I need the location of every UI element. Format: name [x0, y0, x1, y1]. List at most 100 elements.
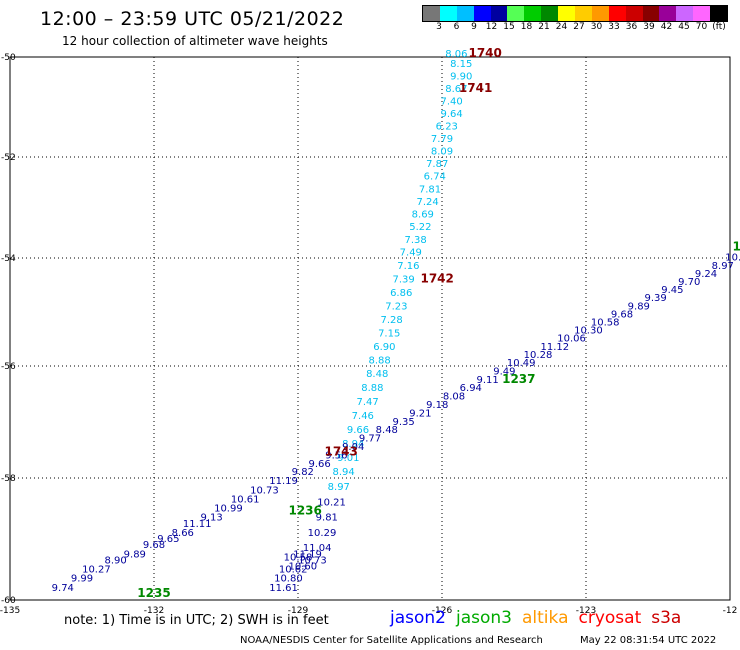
colorbar-swatch: [642, 6, 660, 21]
lat-tick-label: -60: [1, 596, 16, 606]
swh-value: 6.74: [424, 172, 446, 183]
swh-value: 8.90: [104, 555, 126, 566]
swh-value: 9.68: [143, 540, 165, 551]
swh-value: 9.68: [611, 309, 633, 320]
colorbar-label: 36: [625, 22, 638, 32]
swh-value: 6.23: [436, 122, 458, 133]
map-frame: [9, 56, 731, 601]
colorbar-swatch: [490, 6, 508, 21]
page-title: 12:00 – 23:59 UTC 05/21/2022: [40, 8, 345, 30]
swh-value: 9.81: [316, 513, 338, 524]
lon-tick-label: -123: [576, 606, 596, 616]
swh-value: 11.11: [183, 519, 212, 530]
colorbar-swatch: [676, 6, 694, 21]
satellite-legend: jason2 jason3 altika cryosat s3a: [390, 608, 691, 628]
colorbar-label: 9: [471, 22, 477, 32]
colorbar-label: 6: [453, 22, 460, 32]
lat-tick-label: -58: [1, 474, 16, 484]
swh-value: 7.47: [356, 397, 378, 408]
pass-time-label: 1237: [502, 372, 535, 386]
satellite-legend-item: cryosat: [578, 608, 642, 628]
colorbar-label: (ft): [712, 22, 726, 32]
swh-value: 7.81: [419, 184, 441, 195]
swh-value: 10.28: [524, 350, 553, 361]
swh-value: 9.13: [200, 513, 222, 524]
swh-value: 11.12: [540, 342, 569, 353]
pass-time-label: 1741: [459, 81, 492, 95]
lon-tick-label: -132: [144, 606, 164, 616]
swh-value: 9.70: [678, 277, 700, 288]
colorbar-swatch: [473, 6, 491, 21]
swh-value: 9.64: [440, 109, 462, 120]
swh-value: 8.66: [172, 528, 194, 539]
swh-value: 11.19: [269, 476, 298, 487]
page-subtitle: 12 hour collection of altimeter wave hei…: [62, 34, 328, 48]
lon-tick-label: -126: [432, 606, 453, 616]
colorbar-swatch: [625, 6, 643, 21]
swh-value: 10.29: [308, 528, 337, 539]
swh-value: 8.69: [412, 210, 434, 221]
swh-value: 9.01: [337, 453, 359, 464]
swh-value: 9.66: [347, 425, 369, 436]
swh-value: 10.73: [250, 485, 279, 496]
colorbar-swatch: [541, 6, 559, 21]
swh-value: 10.58: [591, 318, 620, 329]
swh-value: 9.77: [359, 434, 381, 445]
swh-value: 5.22: [409, 222, 431, 233]
swh-value: 7.40: [440, 97, 462, 108]
satellite-legend-item: s3a: [651, 608, 682, 628]
swh-value: 9.49: [493, 366, 515, 377]
satellite-legend-item: altika: [522, 608, 569, 628]
swh-value: 9.65: [157, 534, 179, 545]
swh-value: 9.74: [52, 583, 74, 594]
colorbar-swatch: [659, 6, 677, 21]
swh-value: 9.35: [392, 417, 414, 428]
colorbar-label: 24: [555, 22, 568, 32]
swh-value: 7.38: [404, 235, 426, 246]
swh-value: 8.97: [712, 261, 734, 272]
swh-value: 8.88: [361, 383, 383, 394]
swh-value: 9.39: [644, 293, 666, 304]
swh-value: 7.79: [431, 134, 453, 145]
swh-value: 9.66: [308, 459, 330, 470]
swh-value: 6.86: [390, 288, 412, 299]
swh-value: 9.18: [426, 400, 448, 411]
colorbar-label: 3: [436, 22, 442, 32]
footer-timestamp: May 22 08:31:54 UTC 2022: [580, 635, 717, 646]
swh-value: 9.24: [695, 269, 717, 280]
swh-value: 6.90: [373, 342, 395, 353]
swh-value: 8.67: [445, 84, 467, 95]
lat-tick-label: -54: [1, 254, 16, 264]
swh-value: 10.61: [231, 494, 260, 505]
satellite-legend-item: jason2: [390, 608, 446, 628]
swh-value: 10.60: [288, 562, 317, 573]
pass-time-label: 1740: [468, 46, 501, 60]
swh-value: 9.89: [628, 301, 650, 312]
colorbar-label: 42: [660, 22, 673, 32]
swh-value: 7.46: [352, 411, 374, 422]
swh-value: 11.61: [269, 583, 298, 594]
swh-value: 11.19: [293, 549, 322, 560]
swh-value: 9.45: [661, 285, 683, 296]
pass-time-label: 1742: [420, 271, 453, 285]
swh-value: 10.30: [574, 326, 603, 337]
swh-value: 8.94: [332, 467, 354, 478]
colorbar-label: 21: [538, 22, 550, 32]
swh-value: 8.97: [328, 482, 350, 493]
swh-value: 8.48: [376, 425, 398, 436]
pass-time-label: 1743: [324, 445, 357, 459]
swh-value: 7.16: [397, 261, 419, 272]
colorbar-swatch: [608, 6, 626, 21]
colorbar-swatch: [423, 6, 440, 21]
swh-value: 8.88: [368, 355, 390, 366]
lat-tick-label: -56: [1, 362, 16, 372]
colorbar-label: 33: [608, 22, 620, 32]
swh-value: 8.48: [366, 369, 388, 380]
pass-time-label: 1236: [288, 504, 321, 518]
swh-value: 7.49: [400, 247, 422, 258]
swh-value: 9.82: [292, 467, 314, 478]
lon-tick-label: -129: [288, 606, 309, 616]
swh-value: 10.80: [274, 574, 303, 585]
swh-value: 8.06: [445, 49, 467, 60]
